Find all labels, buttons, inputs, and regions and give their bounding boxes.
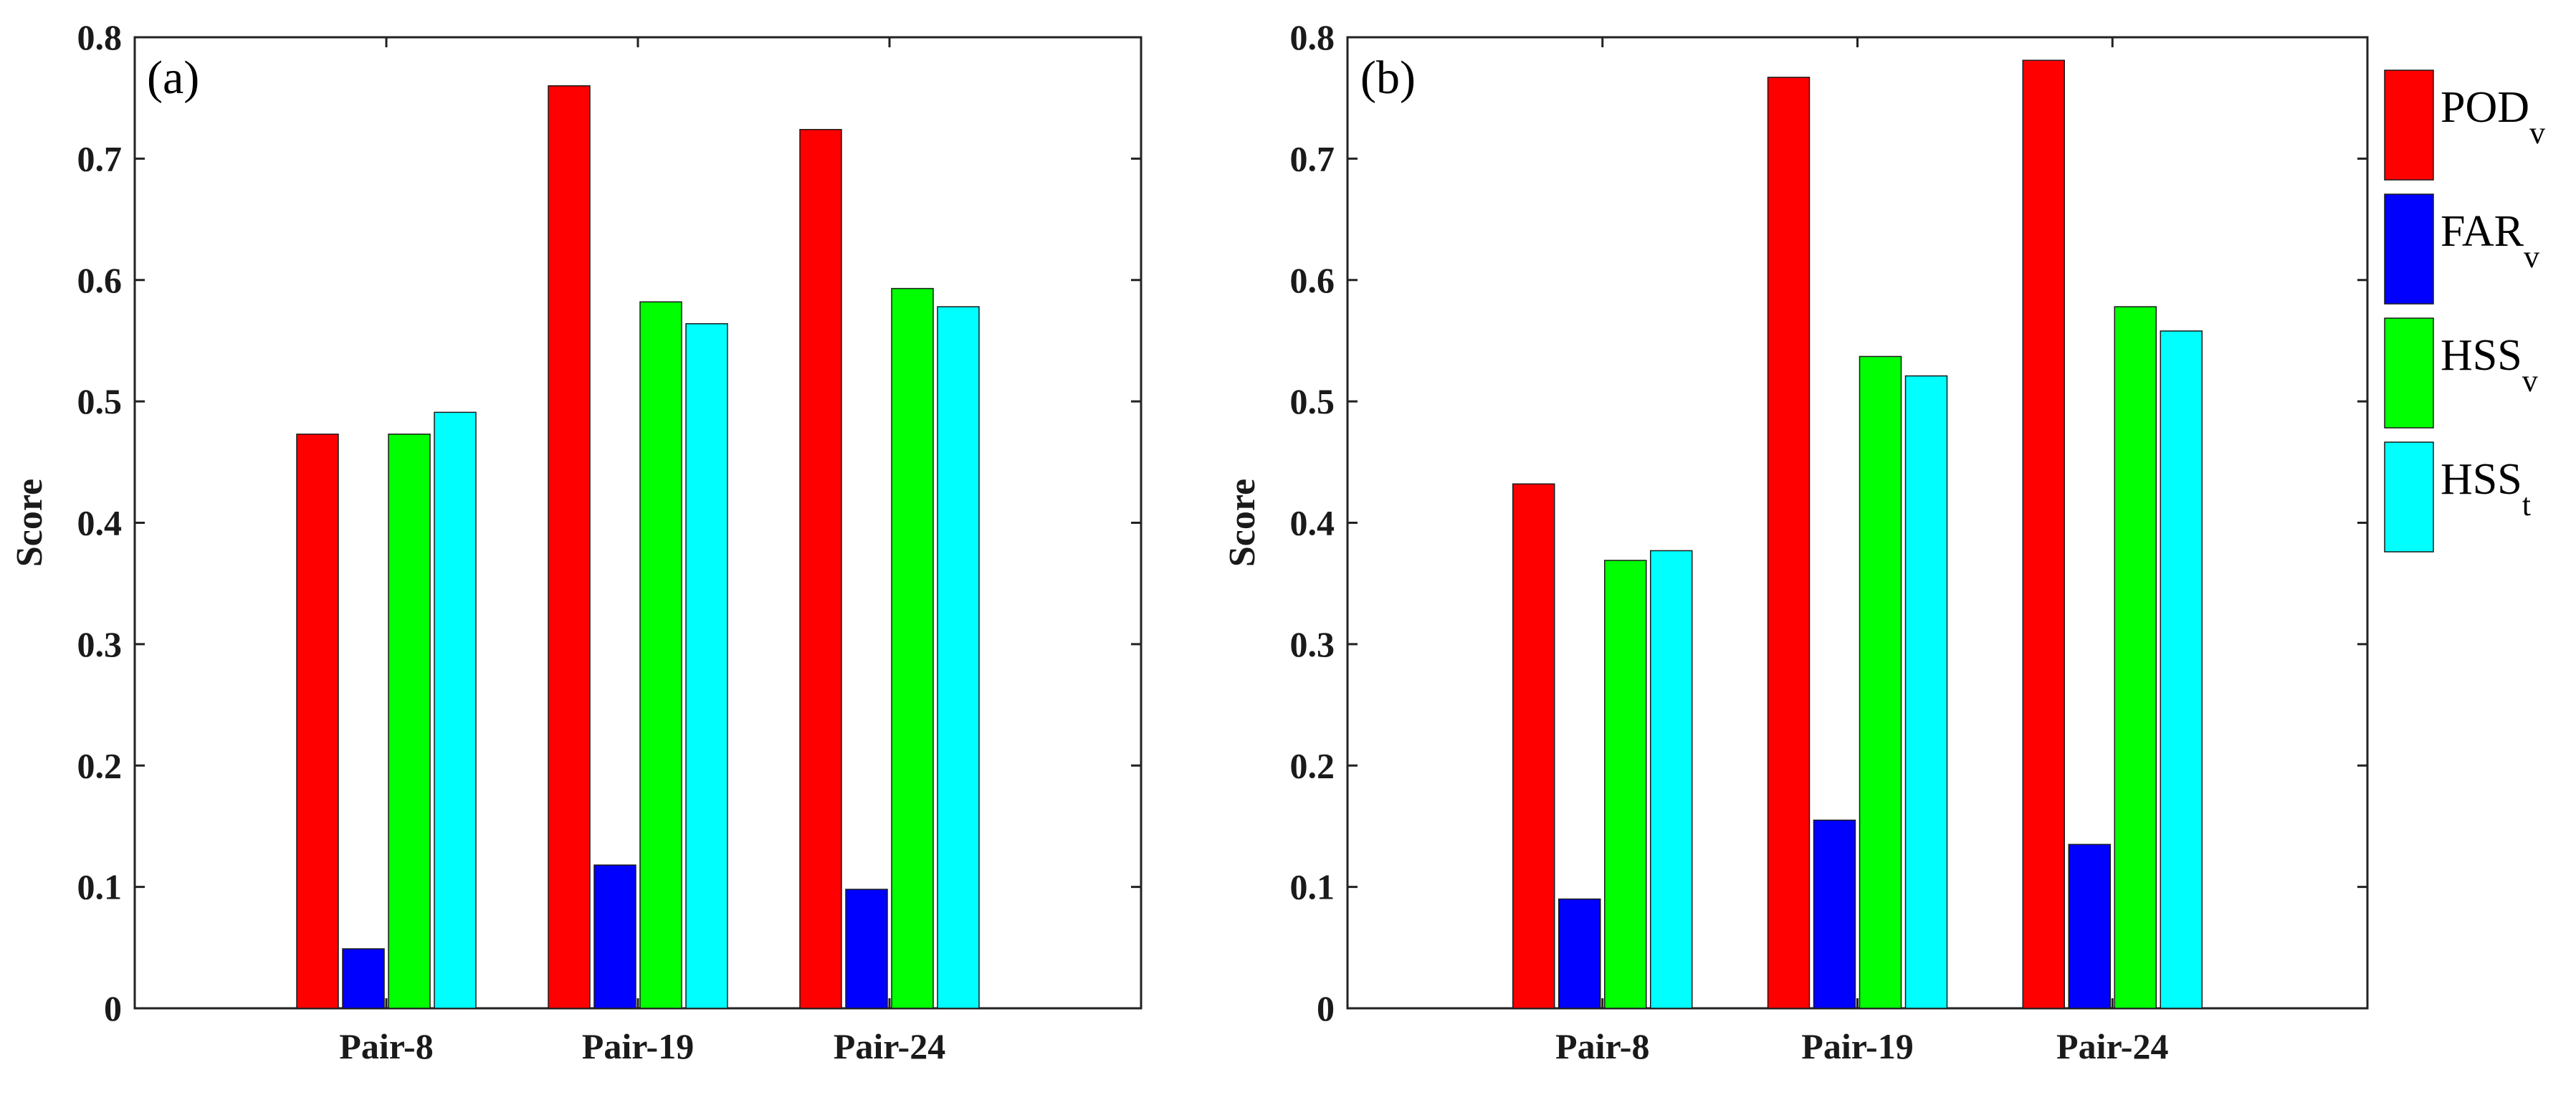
bar-hss-t-pair-19 — [1904, 375, 1948, 1009]
bar-hss-v-pair-24 — [2114, 306, 2157, 1009]
bar-pod-v-pair-24 — [799, 128, 842, 1009]
x-tick-label: Pair-8 — [339, 1026, 433, 1066]
y-tick-label: 0.5 — [1290, 381, 1335, 421]
bar-hss-t-pair-24 — [2160, 330, 2203, 1009]
legend-label-hss-v: HSSv — [2441, 331, 2538, 398]
bar-far-v-pair-8 — [342, 948, 385, 1009]
bar-pod-v-pair-19 — [1767, 77, 1811, 1009]
legend: PODv FARv HSSv HSSt — [2384, 70, 2545, 553]
bar-hss-v-pair-8 — [1604, 560, 1647, 1009]
bar-pod-v-pair-8 — [1512, 483, 1555, 1009]
bar-hss-v-pair-19 — [639, 301, 682, 1009]
y-tick-label: 0.2 — [77, 745, 123, 785]
legend-label-hss-t: HSSt — [2441, 455, 2531, 522]
bar-hss-v-pair-8 — [388, 434, 431, 1009]
y-tick-label: 0.4 — [1290, 503, 1335, 543]
y-tick-label: 0.7 — [1290, 138, 1335, 178]
x-tick-label: Pair-24 — [834, 1026, 945, 1066]
panel-label: (b) — [1360, 52, 1416, 104]
y-tick-label: 0.3 — [1290, 624, 1335, 664]
bar-hss-t-pair-8 — [1650, 550, 1693, 1009]
legend-swatch-hss-v — [2384, 317, 2434, 429]
y-tick-label: 0.1 — [1290, 867, 1335, 907]
y-tick-label: 0.6 — [77, 260, 123, 300]
bar-pod-v-pair-19 — [548, 85, 591, 1009]
y-tick-label: 0.6 — [1290, 260, 1335, 300]
legend-swatch-far-v — [2384, 193, 2434, 305]
legend-label-pod-v: PODv — [2441, 83, 2545, 150]
x-tick-label: Pair-8 — [1555, 1026, 1649, 1066]
axes-box — [1346, 36, 2369, 1010]
bar-far-v-pair-19 — [593, 864, 636, 1009]
legend-swatch-pod-v — [2384, 70, 2434, 181]
y-tick-label: 0.5 — [77, 381, 123, 421]
panel-a: 0 0.1 0.2 0.3 0.4 0.5 0.6 0.7 0.8 Pair-8 Pair-19 Pa… — [9, 17, 1142, 1066]
bar-hss-t-pair-8 — [434, 411, 477, 1009]
y-tick-label: 0.8 — [1290, 17, 1335, 57]
bar-hss-t-pair-19 — [685, 322, 728, 1009]
x-tick-label: Pair-19 — [1801, 1026, 1913, 1066]
y-axis-label: Score — [1222, 479, 1263, 567]
bar-pod-v-pair-8 — [296, 434, 339, 1009]
axes-box — [133, 36, 1142, 1010]
bar-hss-t-pair-24 — [937, 306, 980, 1009]
y-tick-label: 0.4 — [77, 503, 123, 543]
x-tick-label: Pair-19 — [582, 1026, 694, 1066]
y-tick-label: 0 — [1317, 988, 1335, 1028]
y-tick-label: 0.7 — [77, 138, 123, 178]
bar-pod-v-pair-24 — [2022, 59, 2065, 1009]
y-tick-label: 0.1 — [77, 867, 123, 907]
y-tick-label: 0.3 — [77, 624, 123, 664]
bar-far-v-pair-19 — [1813, 819, 1856, 1009]
y-tick-label: 0 — [104, 988, 122, 1028]
y-tick-label: 0.8 — [77, 17, 123, 57]
y-tick-label: 0.2 — [1290, 745, 1335, 785]
panel-b: 0 0.1 0.2 0.3 0.4 0.5 0.6 0.7 0.8 Pair-8 Pair-19 Pa… — [1222, 17, 2369, 1066]
bar-hss-v-pair-24 — [891, 287, 934, 1009]
y-axis-label: Score — [9, 479, 50, 567]
bar-far-v-pair-24 — [845, 889, 888, 1009]
legend-swatch-hss-t — [2384, 441, 2434, 553]
bar-far-v-pair-8 — [1558, 898, 1601, 1009]
panel-label: (a) — [147, 52, 199, 104]
bar-hss-v-pair-19 — [1859, 355, 1902, 1009]
x-tick-label: Pair-24 — [2056, 1026, 2168, 1066]
bar-far-v-pair-24 — [2068, 843, 2111, 1009]
legend-label-far-v: FARv — [2441, 207, 2539, 274]
